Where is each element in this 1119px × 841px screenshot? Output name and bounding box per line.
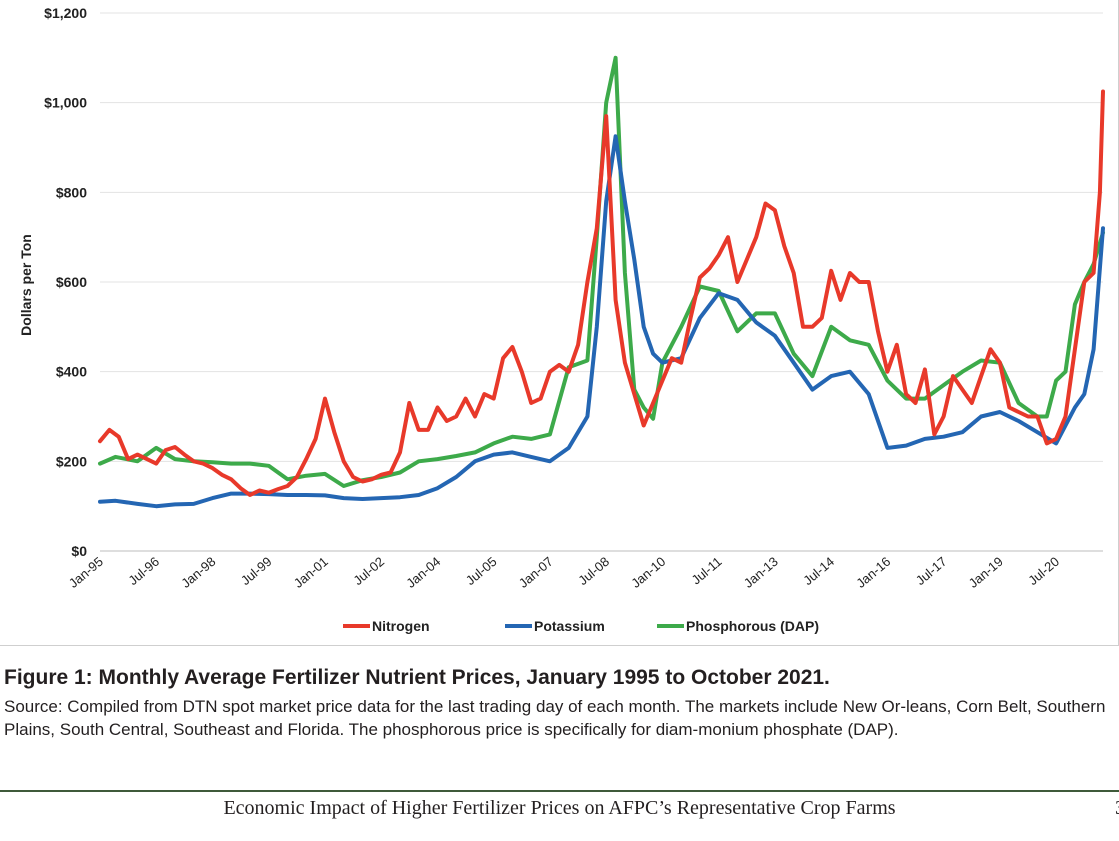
legend-label: Phosphorous (DAP)	[686, 618, 819, 634]
x-axis-ticks: Jan-95 Jul-96 Jan-98 Jul-99 Jan-01 Jul-02 Jan-…	[66, 554, 1062, 591]
x-tick-label: Jul-02	[350, 554, 387, 588]
line-chart: $0 $200 $400 $600 $800 $1,000 $1,200 Jan-95 Jul…	[18, 5, 1105, 634]
x-tick-label: Jan-98	[178, 554, 218, 591]
x-tick-label: Jan-13	[741, 554, 781, 591]
x-tick-label: Jul-17	[913, 554, 950, 588]
x-tick-label: Jan-01	[291, 554, 331, 591]
y-tick-label: $200	[56, 453, 87, 469]
x-tick-label: Jan-16	[853, 554, 893, 591]
x-tick-label: Jan-04	[403, 554, 443, 591]
x-tick-label: Jan-19	[966, 554, 1006, 591]
y-tick-label: $1,000	[44, 95, 87, 111]
x-tick-label: Jul-14	[800, 554, 837, 588]
x-tick-label: Jan-95	[66, 554, 106, 591]
y-tick-label: $800	[56, 184, 87, 200]
x-tick-label: Jul-08	[575, 554, 612, 588]
y-axis-ticks: $0 $200 $400 $600 $800 $1,000 $1,200	[44, 5, 87, 559]
x-tick-label: Jul-96	[125, 554, 162, 588]
x-tick-label: Jan-07	[516, 554, 556, 591]
series-line-phosphorous-dap	[98, 55, 1105, 488]
y-tick-label: $400	[56, 364, 87, 380]
y-tick-label: $600	[56, 274, 87, 290]
x-tick-label: Jul-20	[1025, 554, 1062, 588]
page-number: 3	[1115, 797, 1119, 820]
x-tick-label: Jan-10	[628, 554, 668, 591]
x-tick-label: Jul-11	[689, 554, 725, 588]
x-tick-label: Jul-99	[238, 554, 275, 588]
legend-label: Potassium	[534, 618, 605, 634]
series-lines	[98, 55, 1105, 509]
y-tick-label: $0	[71, 543, 87, 559]
footer-divider	[0, 790, 1119, 792]
figure-caption-source: Source: Compiled from DTN spot market pr…	[4, 697, 1106, 739]
series-line-potassium	[98, 134, 1105, 509]
series-line-nitrogen	[98, 89, 1105, 497]
y-tick-label: $1,200	[44, 5, 87, 21]
x-tick-label: Jul-05	[463, 554, 500, 588]
legend-label: Nitrogen	[372, 618, 430, 634]
footer-title: Economic Impact of Higher Fertilizer Pri…	[223, 797, 896, 819]
y-axis-label: Dollars per Ton	[18, 234, 34, 336]
legend: Nitrogen Potassium Phosphorous (DAP)	[343, 618, 819, 634]
figure-caption-title: Figure 1: Monthly Average Fertilizer Nut…	[4, 666, 830, 689]
